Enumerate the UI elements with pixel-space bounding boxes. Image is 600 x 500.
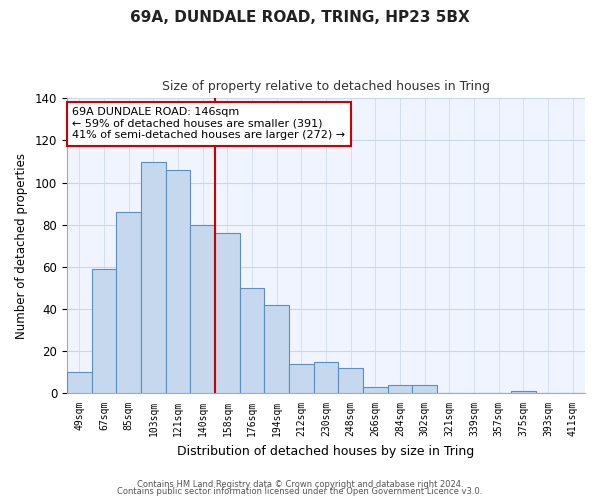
Bar xyxy=(388,385,412,394)
X-axis label: Distribution of detached houses by size in Tring: Distribution of detached houses by size … xyxy=(178,444,475,458)
Bar xyxy=(338,368,363,394)
Bar xyxy=(289,364,314,394)
Text: 69A, DUNDALE ROAD, TRING, HP23 5BX: 69A, DUNDALE ROAD, TRING, HP23 5BX xyxy=(130,10,470,25)
Bar xyxy=(511,391,536,394)
Bar xyxy=(363,387,388,394)
Bar xyxy=(190,224,215,394)
Bar xyxy=(239,288,265,394)
Bar xyxy=(166,170,190,394)
Bar xyxy=(314,362,338,394)
Bar xyxy=(67,372,92,394)
Text: Contains HM Land Registry data © Crown copyright and database right 2024.: Contains HM Land Registry data © Crown c… xyxy=(137,480,463,489)
Y-axis label: Number of detached properties: Number of detached properties xyxy=(15,153,28,339)
Bar xyxy=(92,269,116,394)
Text: 69A DUNDALE ROAD: 146sqm
← 59% of detached houses are smaller (391)
41% of semi-: 69A DUNDALE ROAD: 146sqm ← 59% of detach… xyxy=(72,107,346,140)
Title: Size of property relative to detached houses in Tring: Size of property relative to detached ho… xyxy=(162,80,490,93)
Bar xyxy=(265,305,289,394)
Bar xyxy=(116,212,141,394)
Bar xyxy=(141,162,166,394)
Bar xyxy=(412,385,437,394)
Bar xyxy=(215,233,239,394)
Text: Contains public sector information licensed under the Open Government Licence v3: Contains public sector information licen… xyxy=(118,487,482,496)
